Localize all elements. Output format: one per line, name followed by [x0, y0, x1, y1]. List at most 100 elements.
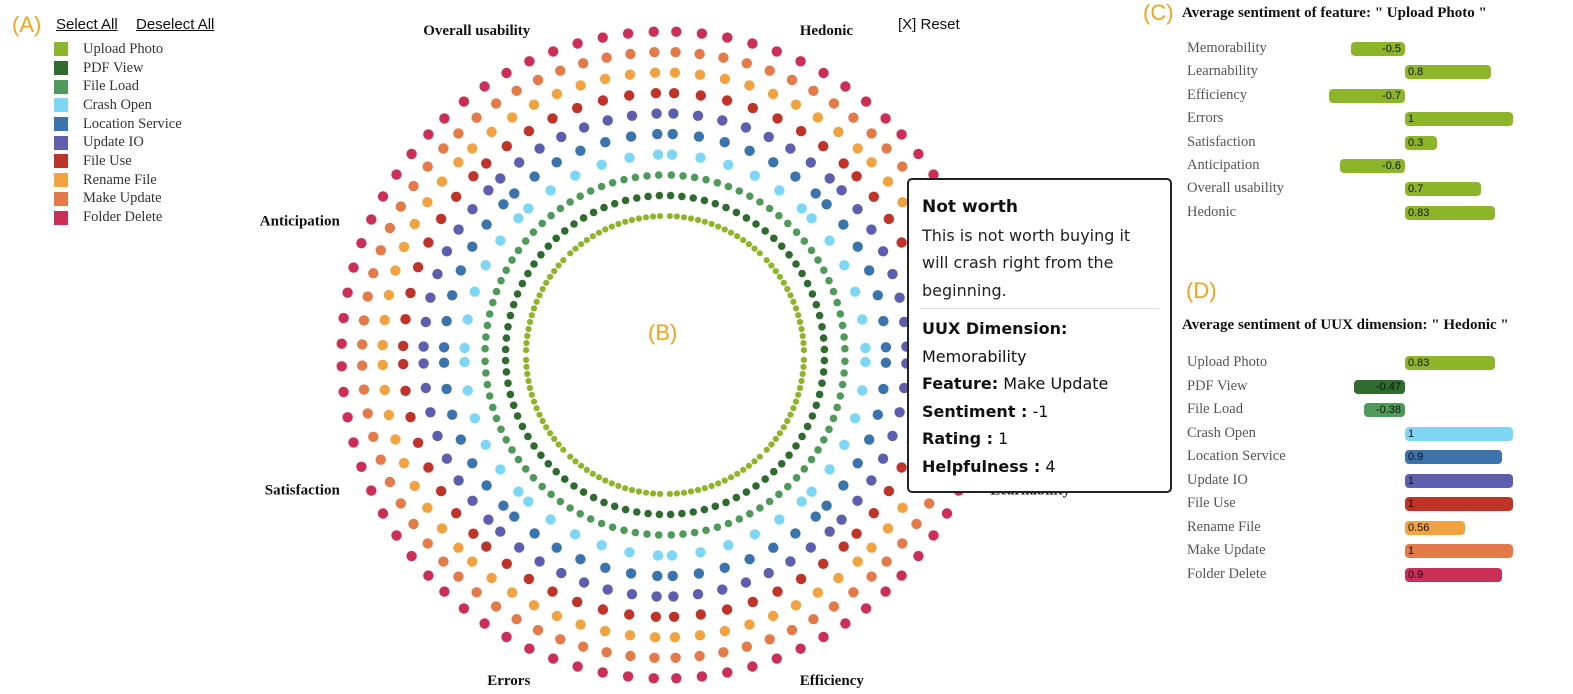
review-dot[interactable] [539, 285, 546, 293]
review-dot[interactable] [600, 498, 608, 507]
review-dot[interactable] [800, 465, 809, 473]
review-dot[interactable] [786, 624, 798, 636]
review-dot[interactable] [471, 587, 482, 598]
review-dot[interactable] [423, 129, 434, 140]
review-dot[interactable] [547, 273, 554, 280]
review-dot[interactable] [924, 498, 935, 509]
review-dot[interactable] [545, 514, 556, 525]
review-dot[interactable] [840, 81, 851, 92]
review-dot[interactable] [529, 474, 538, 482]
review-dot[interactable] [744, 619, 755, 630]
review-dot[interactable] [899, 316, 910, 328]
review-dot[interactable] [744, 554, 755, 565]
review-dot[interactable] [777, 242, 786, 250]
review-dot[interactable] [800, 356, 808, 363]
legend-item[interactable]: Location Service [54, 115, 182, 134]
review-dot[interactable] [408, 518, 419, 530]
review-dot[interactable] [740, 122, 752, 133]
review-dot[interactable] [644, 509, 652, 518]
review-dot[interactable] [523, 356, 530, 363]
review-dot[interactable] [818, 141, 829, 152]
review-dot[interactable] [836, 392, 845, 400]
review-dot[interactable] [866, 475, 877, 486]
review-dot[interactable] [806, 213, 817, 224]
review-dot[interactable] [695, 547, 706, 558]
review-dot[interactable] [570, 482, 578, 490]
review-dot[interactable] [597, 667, 608, 678]
review-dot[interactable] [422, 161, 433, 172]
review-dot[interactable] [420, 316, 431, 328]
review-dot[interactable] [483, 514, 494, 525]
review-dot[interactable] [589, 470, 596, 477]
review-dot[interactable] [398, 457, 410, 469]
review-dot[interactable] [529, 228, 538, 236]
review-dot[interactable] [848, 112, 859, 123]
review-dot[interactable] [467, 458, 478, 469]
review-dot[interactable] [524, 370, 531, 378]
review-dot[interactable] [348, 437, 359, 448]
review-dot[interactable] [509, 401, 518, 410]
review-dot[interactable] [724, 519, 733, 528]
review-dot[interactable] [708, 220, 715, 228]
review-dot[interactable] [649, 47, 660, 58]
review-dot[interactable] [872, 290, 883, 301]
review-dot[interactable] [524, 432, 532, 441]
review-dot[interactable] [786, 74, 798, 86]
review-dot[interactable] [348, 262, 359, 273]
review-dot[interactable] [536, 292, 543, 299]
review-dot[interactable] [368, 431, 379, 442]
review-dot[interactable] [825, 276, 833, 285]
review-dot[interactable] [667, 171, 676, 179]
review-dot[interactable] [530, 442, 538, 450]
review-dot[interactable] [578, 462, 585, 469]
review-dot[interactable] [441, 383, 452, 395]
review-dot[interactable] [864, 265, 875, 276]
review-dot[interactable] [395, 201, 406, 212]
review-dot[interactable] [913, 550, 924, 562]
review-dot[interactable] [455, 265, 466, 276]
review-dot[interactable] [740, 237, 747, 244]
review-dot[interactable] [821, 199, 832, 210]
review-dot[interactable] [526, 318, 534, 326]
review-dot[interactable] [552, 467, 560, 476]
review-dot[interactable] [482, 333, 490, 341]
review-dot[interactable] [673, 490, 681, 497]
review-dot[interactable] [756, 250, 763, 257]
review-dot[interactable] [792, 228, 801, 236]
review-dot[interactable] [528, 391, 535, 398]
review-dot[interactable] [668, 591, 679, 602]
review-dot[interactable] [551, 157, 562, 168]
review-dot[interactable] [469, 286, 480, 297]
review-dot[interactable] [608, 179, 617, 187]
review-dot[interactable] [792, 260, 800, 268]
review-dot[interactable] [775, 490, 783, 499]
review-dot[interactable] [589, 233, 596, 240]
review-dot[interactable] [880, 586, 891, 597]
review-dot[interactable] [524, 56, 535, 67]
review-dot[interactable] [583, 237, 590, 244]
review-dot[interactable] [441, 453, 453, 464]
review-dot[interactable] [694, 630, 706, 641]
review-dot[interactable] [719, 137, 730, 148]
review-dot[interactable] [836, 514, 847, 525]
review-dot[interactable] [509, 300, 518, 309]
review-dot[interactable] [357, 360, 368, 371]
review-dot[interactable] [492, 414, 501, 423]
review-dot[interactable] [336, 338, 347, 349]
review-dot[interactable] [586, 515, 595, 523]
review-dot[interactable] [530, 305, 538, 312]
review-dot[interactable] [838, 480, 849, 491]
review-dot[interactable] [377, 191, 389, 202]
review-dot[interactable] [575, 80, 586, 91]
review-dot[interactable] [740, 577, 752, 588]
review-dot[interactable] [673, 213, 681, 220]
dimension-label[interactable]: Efficiency [800, 673, 865, 689]
review-dot[interactable] [528, 99, 540, 110]
review-dot[interactable] [597, 519, 606, 528]
review-dot[interactable] [693, 131, 705, 142]
review-dot[interactable] [551, 88, 563, 100]
review-dot[interactable] [841, 357, 849, 366]
review-dot[interactable] [642, 489, 650, 496]
review-dot[interactable] [624, 69, 636, 80]
review-dot[interactable] [648, 26, 659, 37]
